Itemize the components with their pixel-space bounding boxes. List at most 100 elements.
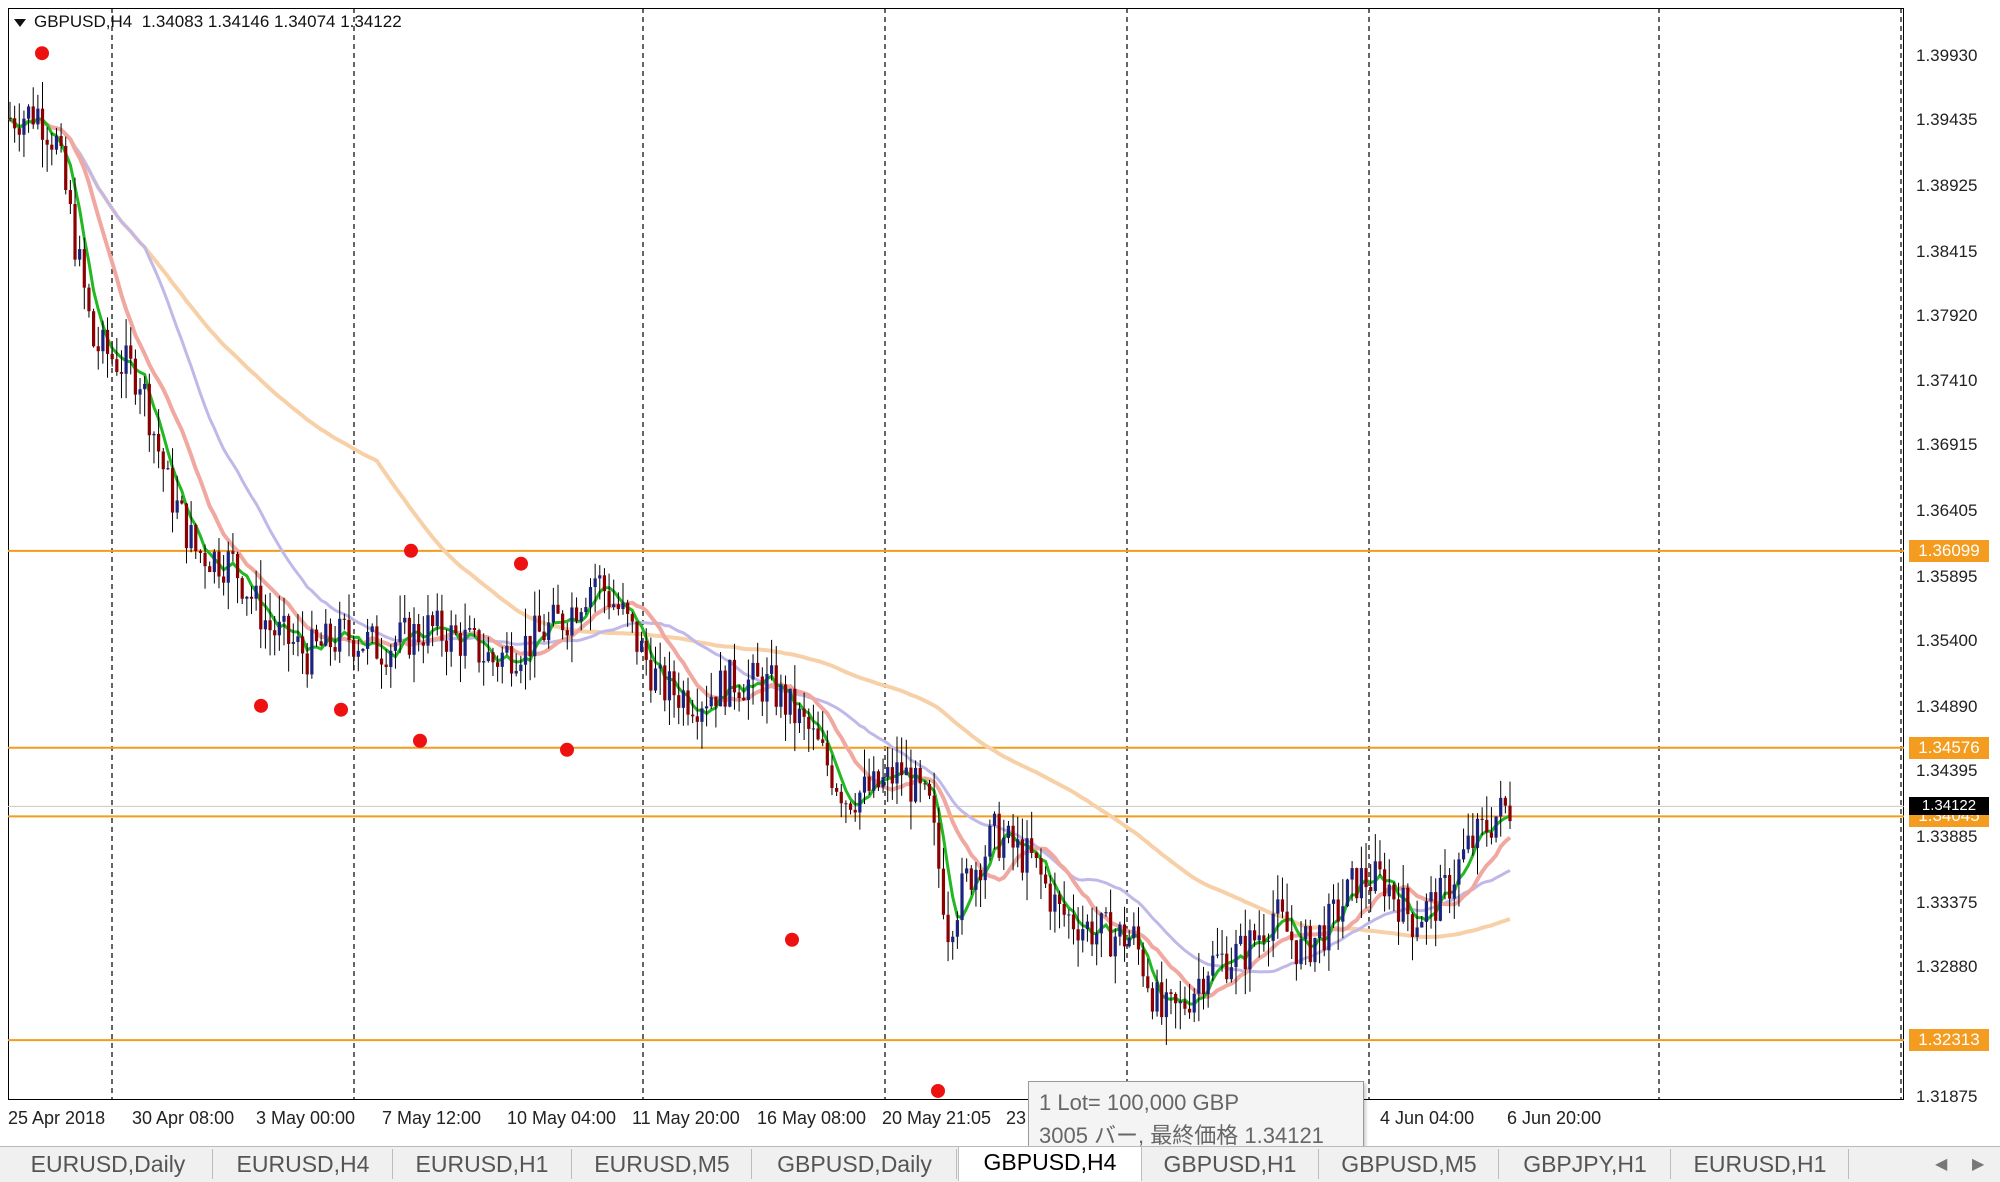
candle-body <box>1443 875 1447 878</box>
tab-eurusd-h1[interactable]: EURUSD,H1 <box>1672 1149 1849 1179</box>
chart-header[interactable]: GBPUSD,H4 1.34083 1.34146 1.34074 1.3412… <box>14 12 402 32</box>
candle-body <box>1006 825 1011 838</box>
candle-body <box>1290 931 1294 941</box>
candle-body <box>22 118 26 135</box>
candle-body <box>1034 852 1038 859</box>
candle-body <box>783 684 788 715</box>
candle-body <box>1322 925 1326 951</box>
candle-body <box>825 742 829 766</box>
candle-body <box>180 500 184 504</box>
vertical-grid <box>111 8 1902 1100</box>
chart-ohlc: 1.34083 1.34146 1.34074 1.34122 <box>141 12 402 31</box>
tab-gbpjpy-h1[interactable]: GBPJPY,H1 <box>1500 1149 1671 1179</box>
candle-body <box>444 640 449 652</box>
candle-body <box>1485 819 1489 833</box>
candle-body <box>1039 858 1043 875</box>
chevron-down-icon[interactable] <box>14 18 26 27</box>
tab-eurusd-h4[interactable]: EURUSD,H4 <box>214 1149 393 1179</box>
candle-body <box>64 145 68 191</box>
candle-body <box>1081 929 1085 941</box>
candle-body <box>1369 887 1373 892</box>
price-tick-label: 1.31875 <box>1916 1086 1978 1106</box>
candle-body <box>417 623 421 643</box>
candle-body <box>352 640 356 657</box>
candle-body <box>166 468 170 470</box>
candle-body <box>1155 982 1159 1012</box>
candle-body <box>844 803 848 805</box>
candle-body <box>556 604 560 614</box>
candle-body <box>175 500 179 513</box>
time-tick-label: 10 May 04:00 <box>507 1108 617 1128</box>
candle-body <box>835 787 839 792</box>
candle-body <box>152 433 156 436</box>
candle-body <box>26 106 31 119</box>
candle-body <box>189 525 193 549</box>
candle-body <box>1345 879 1350 907</box>
candle-body <box>1174 993 1178 1004</box>
candle-body <box>951 936 955 943</box>
candle-body <box>667 671 672 701</box>
candle-body <box>779 684 783 707</box>
tab-eurusd-h1[interactable]: EURUSD,H1 <box>393 1149 572 1179</box>
scroll-left-icon[interactable]: ◀ <box>1935 1156 1948 1173</box>
candle-body <box>449 625 453 652</box>
candle-body <box>277 621 281 636</box>
price-tick-label: 1.32880 <box>1916 956 1978 976</box>
chart-area[interactable] <box>8 8 1904 1100</box>
tab-gbpusd-m5[interactable]: GBPUSD,M5 <box>1320 1149 1499 1179</box>
candle-body <box>635 621 639 652</box>
candle-body <box>607 591 611 608</box>
candle-body <box>514 670 518 674</box>
candle-body <box>226 551 230 583</box>
candle-body <box>672 671 676 696</box>
candle-body <box>1466 835 1470 850</box>
candle-body <box>695 716 699 722</box>
candle-body <box>1266 940 1271 942</box>
time-tick-label: 11 May 20:00 <box>632 1108 740 1128</box>
candle-body <box>1141 949 1145 977</box>
candle-body <box>217 551 221 577</box>
candle-body <box>941 868 946 915</box>
tab-gbpusd-h4[interactable]: GBPUSD,H4 <box>958 1147 1142 1181</box>
candle-body <box>1489 832 1494 838</box>
candle-body <box>937 822 941 869</box>
candle-body <box>1122 924 1127 947</box>
candle-body <box>486 652 490 662</box>
candle-body <box>235 553 240 579</box>
candle-body <box>1429 892 1433 902</box>
candle-body <box>1113 936 1117 957</box>
candle-body <box>328 623 333 648</box>
time-tick-label: 25 Apr 2018 <box>8 1108 106 1128</box>
fractal-marker <box>254 698 268 713</box>
candle-body <box>909 767 913 802</box>
tab-eurusd-m5[interactable]: EURUSD,M5 <box>573 1149 752 1179</box>
candle-body <box>333 647 337 652</box>
candle-body <box>324 623 328 646</box>
candle-body <box>1192 993 1196 1013</box>
candle-body <box>593 578 597 588</box>
candle-body <box>1331 899 1336 904</box>
price-tick-label: 1.33885 <box>1916 827 1978 846</box>
candle-body <box>1341 906 1345 922</box>
candle-body <box>867 776 871 791</box>
candle-body <box>91 311 96 347</box>
tab-eurusd-daily[interactable]: EURUSD,Daily <box>4 1149 213 1179</box>
tab-gbpusd-daily[interactable]: GBPUSD,Daily <box>753 1149 957 1179</box>
candle-body <box>1364 868 1368 888</box>
scroll-right-icon[interactable]: ▶ <box>1972 1156 1985 1173</box>
candle-body <box>630 613 634 622</box>
candle-body <box>1401 887 1405 922</box>
price-chart[interactable] <box>8 8 1904 1100</box>
tab-gbpusd-h1[interactable]: GBPUSD,H1 <box>1142 1149 1319 1179</box>
candle-body <box>1503 797 1507 806</box>
candle-body <box>904 767 908 776</box>
candle-body <box>1392 884 1396 900</box>
candle-body <box>319 641 323 646</box>
candle-body <box>732 659 737 693</box>
candle-body <box>770 665 774 674</box>
candle-body <box>36 108 40 125</box>
candle-body <box>203 552 207 567</box>
candle-body <box>1299 939 1303 965</box>
candle-body <box>54 135 59 150</box>
candle-body <box>649 659 653 691</box>
